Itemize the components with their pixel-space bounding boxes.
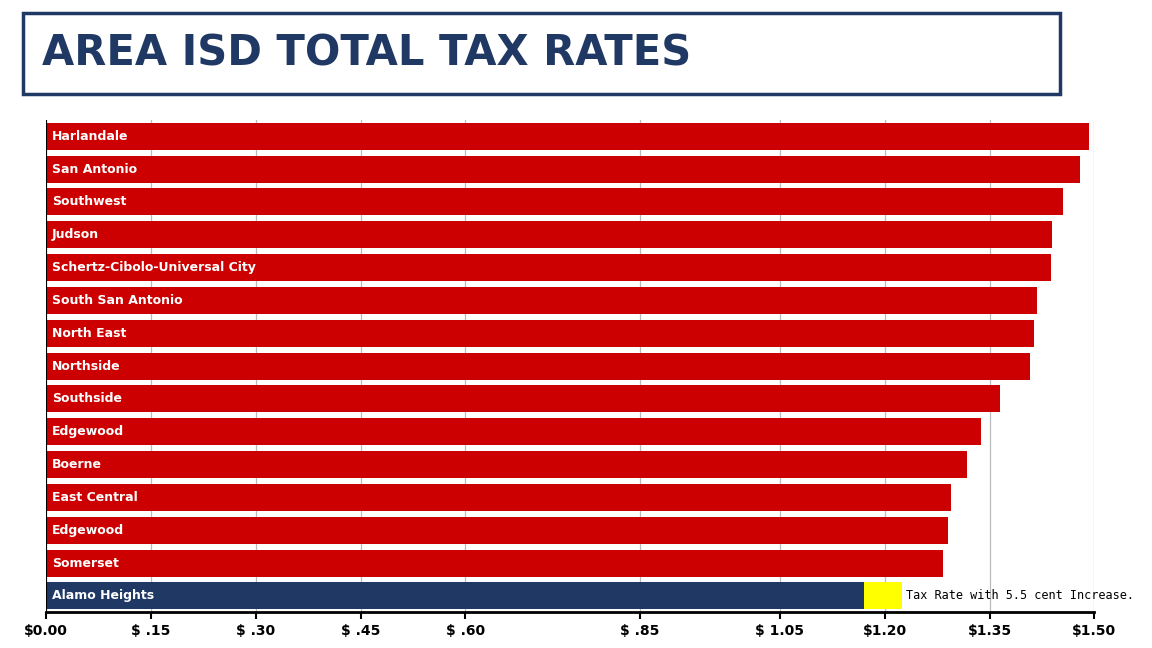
Bar bbox=[46, 484, 952, 511]
Bar bbox=[46, 419, 982, 445]
Text: Boerne: Boerne bbox=[52, 458, 101, 471]
Text: Southside: Southside bbox=[52, 393, 122, 406]
Bar bbox=[46, 386, 1000, 412]
Text: East Central: East Central bbox=[52, 491, 137, 504]
Text: Southwest: Southwest bbox=[52, 196, 126, 209]
Text: Schertz-Cibolo-Universal City: Schertz-Cibolo-Universal City bbox=[52, 261, 256, 274]
Text: Harlandale: Harlandale bbox=[52, 130, 128, 143]
Bar bbox=[46, 287, 1037, 314]
Bar bbox=[46, 550, 942, 577]
Text: North East: North East bbox=[52, 327, 126, 340]
Text: Edgewood: Edgewood bbox=[52, 425, 123, 438]
Text: Northside: Northside bbox=[52, 360, 120, 373]
Text: Edgewood: Edgewood bbox=[52, 524, 123, 537]
Text: AREA ISD TOTAL TAX RATES: AREA ISD TOTAL TAX RATES bbox=[41, 32, 691, 75]
Bar bbox=[46, 123, 1089, 150]
Text: San Antonio: San Antonio bbox=[52, 163, 137, 176]
Bar bbox=[46, 222, 1053, 248]
Text: Alamo Heights: Alamo Heights bbox=[52, 590, 154, 603]
FancyBboxPatch shape bbox=[23, 13, 1060, 94]
Bar bbox=[46, 254, 1051, 281]
Text: Tax Rate with 5.5 cent Increase.: Tax Rate with 5.5 cent Increase. bbox=[907, 590, 1135, 603]
Text: Judson: Judson bbox=[52, 228, 99, 241]
Bar bbox=[46, 517, 948, 544]
Bar bbox=[46, 451, 968, 478]
Bar bbox=[46, 189, 1063, 215]
Bar bbox=[46, 583, 864, 609]
Bar bbox=[46, 320, 1033, 347]
Bar bbox=[864, 583, 902, 609]
Text: South San Antonio: South San Antonio bbox=[52, 294, 182, 307]
Bar bbox=[46, 156, 1079, 183]
Bar bbox=[46, 353, 1030, 380]
Text: Somerset: Somerset bbox=[52, 557, 119, 570]
